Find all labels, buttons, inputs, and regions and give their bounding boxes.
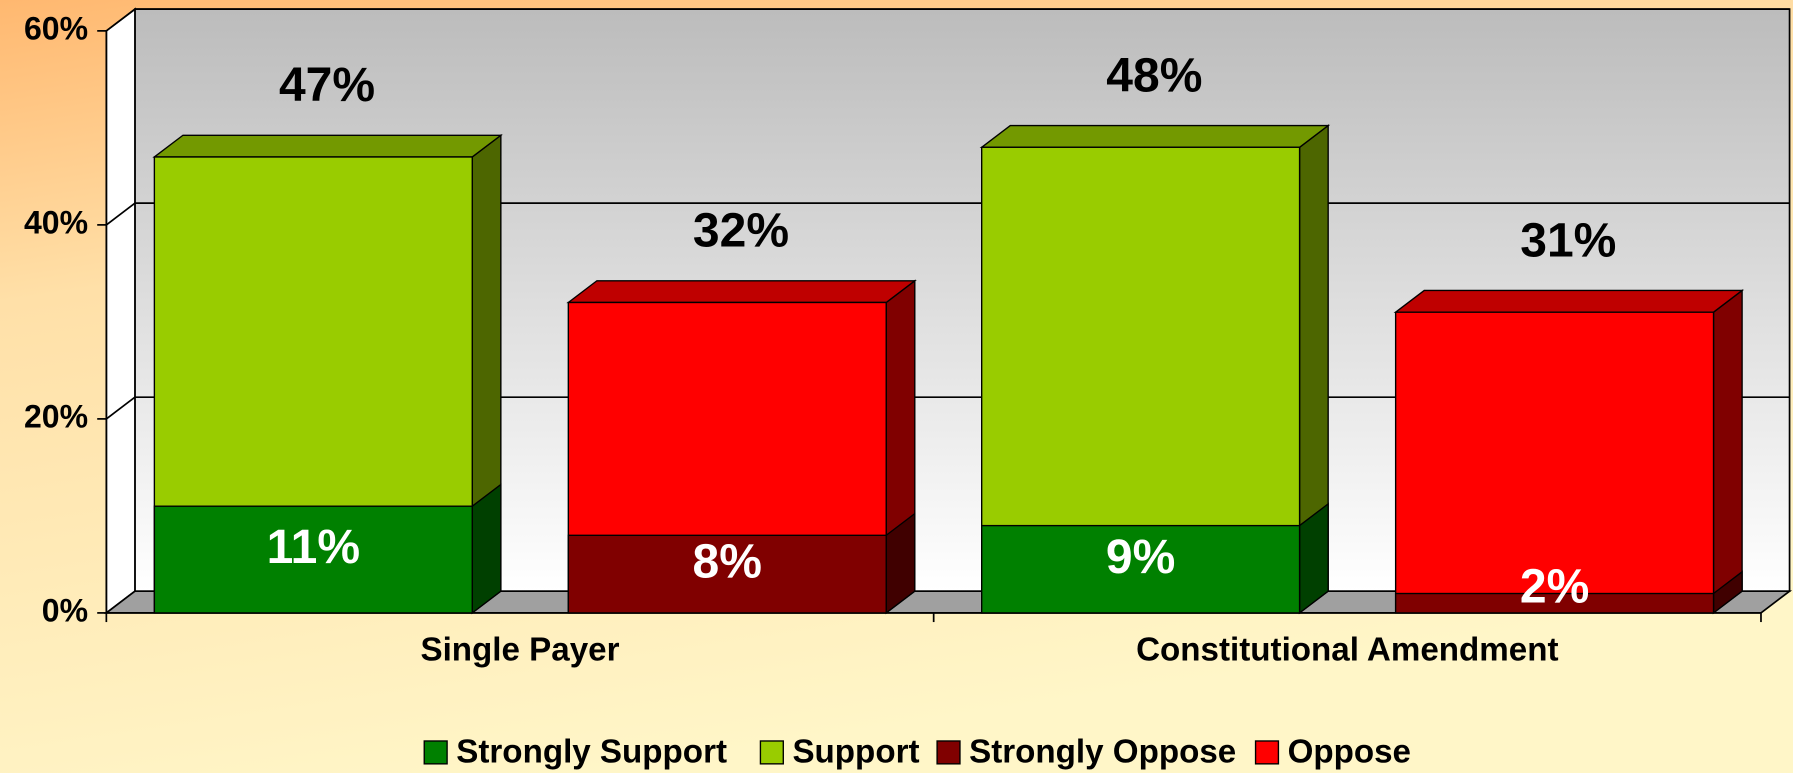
bar-side (471, 483, 502, 615)
bar-top (566, 280, 917, 304)
grid-line (105, 202, 136, 226)
bar (567, 534, 887, 614)
x-tick-label: Constitutional Amendment (1136, 632, 1558, 669)
bar (981, 524, 1301, 614)
bar (1394, 311, 1715, 614)
grid-line (105, 8, 136, 32)
bar-side (1712, 289, 1743, 615)
grid-line (105, 396, 136, 420)
legend-swatch (936, 740, 961, 765)
data-label: 32% (693, 205, 789, 258)
legend-label: Strongly Support (456, 733, 727, 770)
data-label: 2% (1520, 561, 1589, 614)
legend-swatch (423, 740, 448, 765)
bar-top (979, 124, 1331, 148)
data-label: 47% (279, 59, 375, 112)
legend-swatch (759, 740, 784, 765)
side-wall (105, 7, 136, 615)
data-label: 11% (267, 521, 360, 574)
y-tick-label: 0% (42, 592, 88, 628)
y-tick-label: 20% (24, 398, 88, 434)
bar (1394, 592, 1715, 614)
legend-swatch (1254, 740, 1280, 765)
x-tick-label: Single Payer (420, 632, 619, 669)
legend-label: Strongly Oppose (969, 733, 1236, 770)
legend-label: Support (792, 733, 919, 770)
y-tick-label: 60% (24, 10, 88, 46)
y-tick-label: 40% (24, 204, 88, 240)
data-label: 48% (1106, 49, 1202, 102)
legend-label: Oppose (1288, 733, 1411, 770)
data-label: 9% (1106, 531, 1175, 584)
bar-top (1393, 289, 1745, 313)
bar-top (152, 134, 503, 158)
bar (153, 505, 473, 614)
data-label: 31% (1520, 214, 1616, 267)
data-label: 8% (693, 536, 762, 589)
